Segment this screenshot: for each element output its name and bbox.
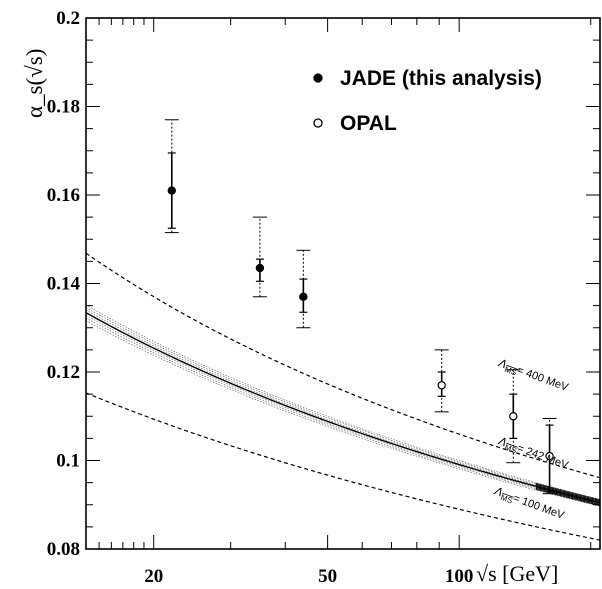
fit-band-line [86, 309, 600, 502]
y-axis-label: α_s(√s) [22, 49, 47, 118]
tick-labels: 0.08 0.1 0.12 0.14 0.16 0.18 0.2 20 50 100 [47, 8, 474, 587]
theory-curve-100mev [86, 392, 600, 541]
jade-point [167, 186, 176, 195]
opal-point [509, 412, 518, 421]
plot-frame [85, 17, 601, 550]
fit-band-line [86, 315, 600, 505]
legend: JADE (this analysis) OPAL [313, 67, 542, 135]
jade-point [299, 292, 308, 301]
jade-point [255, 263, 265, 273]
legend-marker [313, 118, 323, 128]
y-tick-label: 0.18 [47, 97, 80, 118]
theory-curve-400mev [86, 252, 600, 479]
curve-label-400mev: ΛMS= 400 MeV [495, 356, 570, 396]
x-tick-label: 100 [445, 566, 474, 587]
y-tick-label: 0.2 [56, 8, 80, 29]
curve-label-242mev: ΛMS= 242 MeV [495, 434, 570, 474]
y-tick-label: 0.12 [47, 362, 80, 383]
y-tick-label: 0.16 [47, 185, 80, 206]
legend-label: JADE (this analysis) [340, 67, 542, 90]
fit-band-line [86, 307, 600, 501]
data-points [167, 186, 554, 461]
fit-band-line [86, 317, 600, 506]
fit-band-line [86, 320, 600, 507]
y-tick-label: 0.14 [47, 274, 81, 295]
x-tick-label: 20 [144, 566, 163, 587]
y-tick-label: 0.08 [47, 539, 80, 560]
theory-curves [86, 252, 600, 541]
fit-uncertainty-band [86, 304, 600, 507]
opal-point [545, 451, 554, 461]
y-tick-label: 0.1 [56, 451, 80, 472]
legend-marker [313, 73, 323, 83]
axis-ticks [86, 17, 600, 550]
error-bars [164, 119, 557, 495]
x-tick-label: 50 [318, 566, 337, 587]
opal-point [437, 381, 446, 390]
legend-label: OPAL [340, 112, 397, 135]
fit-band-line [86, 304, 600, 500]
plot-border [85, 17, 601, 550]
x-axis-label: √s [GeV] [476, 561, 558, 586]
fit-curve-242mev [86, 312, 600, 504]
